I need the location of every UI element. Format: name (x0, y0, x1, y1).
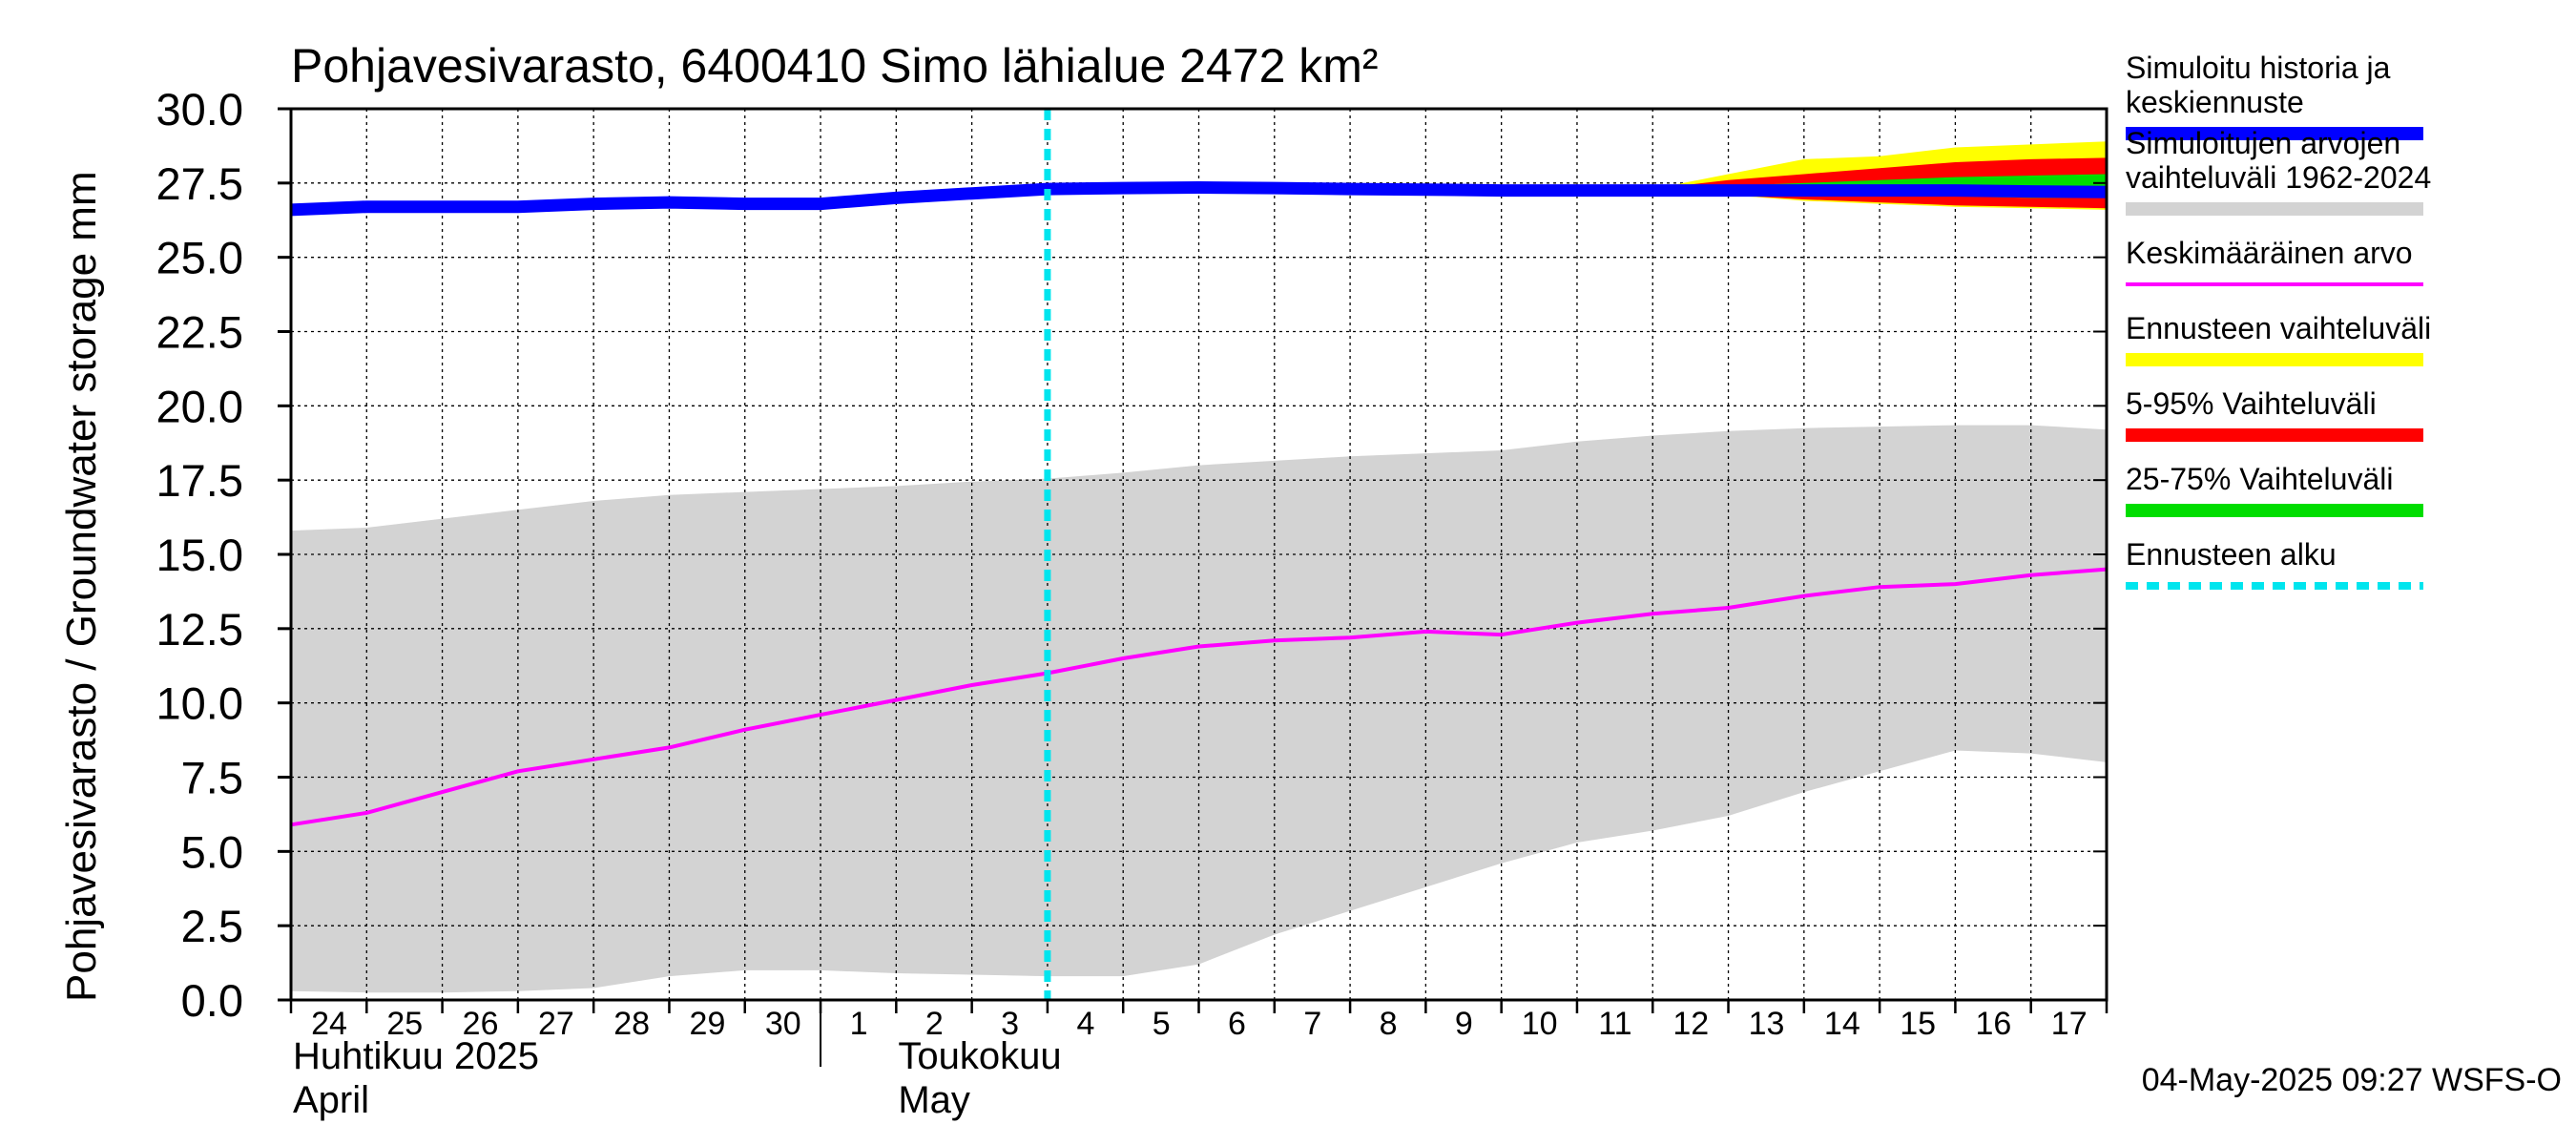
mean-value-layer (290, 567, 2108, 827)
x-day-label: 5 (1153, 1006, 1171, 1042)
y-tick-labels: 0.0 2.5 5.0 7.5 10.0 12.5 15.0 17.5 20.0 22.5 25.0… (156, 84, 243, 1026)
y-tick-label: 12.5 (156, 604, 243, 655)
x-day-label: 24 (311, 1006, 347, 1042)
x-day-label: 28 (613, 1006, 650, 1042)
x-day-label: 26 (463, 1006, 499, 1042)
x-day-label: 13 (1749, 1006, 1785, 1042)
legend-label-6: Ennusteen alku (2126, 537, 2337, 572)
x-day-label: 9 (1455, 1006, 1473, 1042)
legend-label-2: Keskimääräinen arvo (2126, 236, 2413, 270)
y-tick-label: 27.5 (156, 158, 243, 209)
x-day-label: 12 (1672, 1006, 1709, 1042)
month-label-fi-1: Toukokuu (898, 1035, 1061, 1077)
legend-label-4: 5-95% Vaihteluväli (2126, 386, 2377, 421)
x-day-label: 2 (925, 1006, 944, 1042)
simulated-history-layer (290, 181, 2108, 217)
y-tick-label: 17.5 (156, 455, 243, 506)
x-day-label: 1 (850, 1006, 868, 1042)
chart-title: Pohjavesivarasto, 6400410 Simo lähialue … (291, 39, 1379, 93)
month-label-en-0: April (293, 1079, 369, 1121)
legend-label-1: Simuloitujen arvojen (2126, 126, 2400, 160)
x-tick-labels: 24 25 26 27 28 29 30 1 2 3 4 5 6 7 8 9 10 11 12 13 14 15 16 17 (311, 1006, 2088, 1042)
y-tick-label: 5.0 (181, 826, 243, 877)
x-day-label: 4 (1076, 1006, 1094, 1042)
axes-layer (278, 107, 2109, 1067)
legend-label-0: Simuloitu historia ja (2126, 51, 2391, 85)
simulated-history-line (290, 181, 2108, 217)
x-day-label: 30 (765, 1006, 801, 1042)
legend-label-0: keskiennuste (2126, 85, 2304, 119)
y-tick-label: 30.0 (156, 84, 243, 135)
legend-label-3: Ennusteen vaihteluväli (2126, 311, 2431, 345)
month-label-fi-0: Huhtikuu 2025 (293, 1035, 539, 1077)
x-day-label: 10 (1522, 1006, 1558, 1042)
x-day-label: 15 (1900, 1006, 1936, 1042)
x-day-label: 11 (1598, 1006, 1631, 1042)
legend-label-1: vaihteluväli 1962-2024 (2126, 160, 2431, 195)
x-day-label: 14 (1824, 1006, 1860, 1042)
legend-label-5: 25-75% Vaihteluväli (2126, 462, 2393, 496)
x-day-label: 3 (1001, 1006, 1019, 1042)
y-tick-label: 22.5 (156, 307, 243, 358)
y-tick-label: 10.0 (156, 678, 243, 729)
footer-timestamp: 04-May-2025 09:27 WSFS-O (2142, 1062, 2562, 1098)
y-tick-label: 15.0 (156, 530, 243, 580)
x-day-label: 8 (1380, 1006, 1398, 1042)
x-day-label: 25 (386, 1006, 423, 1042)
y-tick-label: 20.0 (156, 381, 243, 431)
x-day-label: 17 (2051, 1006, 2088, 1042)
y-tick-label: 2.5 (181, 901, 243, 951)
x-day-label: 16 (1976, 1006, 2012, 1042)
x-day-label: 29 (690, 1006, 726, 1042)
y-tick-label: 0.0 (181, 975, 243, 1026)
y-tick-label: 25.0 (156, 233, 243, 283)
x-day-label: 27 (538, 1006, 574, 1042)
y-tick-label: 7.5 (181, 753, 243, 803)
x-day-label: 6 (1228, 1006, 1246, 1042)
x-day-label: 7 (1303, 1006, 1321, 1042)
month-label-en-1: May (898, 1079, 970, 1121)
mean-value-line (290, 567, 2108, 827)
y-axis-label: Pohjavesivarasto / Groundwater storage m… (58, 171, 105, 1002)
